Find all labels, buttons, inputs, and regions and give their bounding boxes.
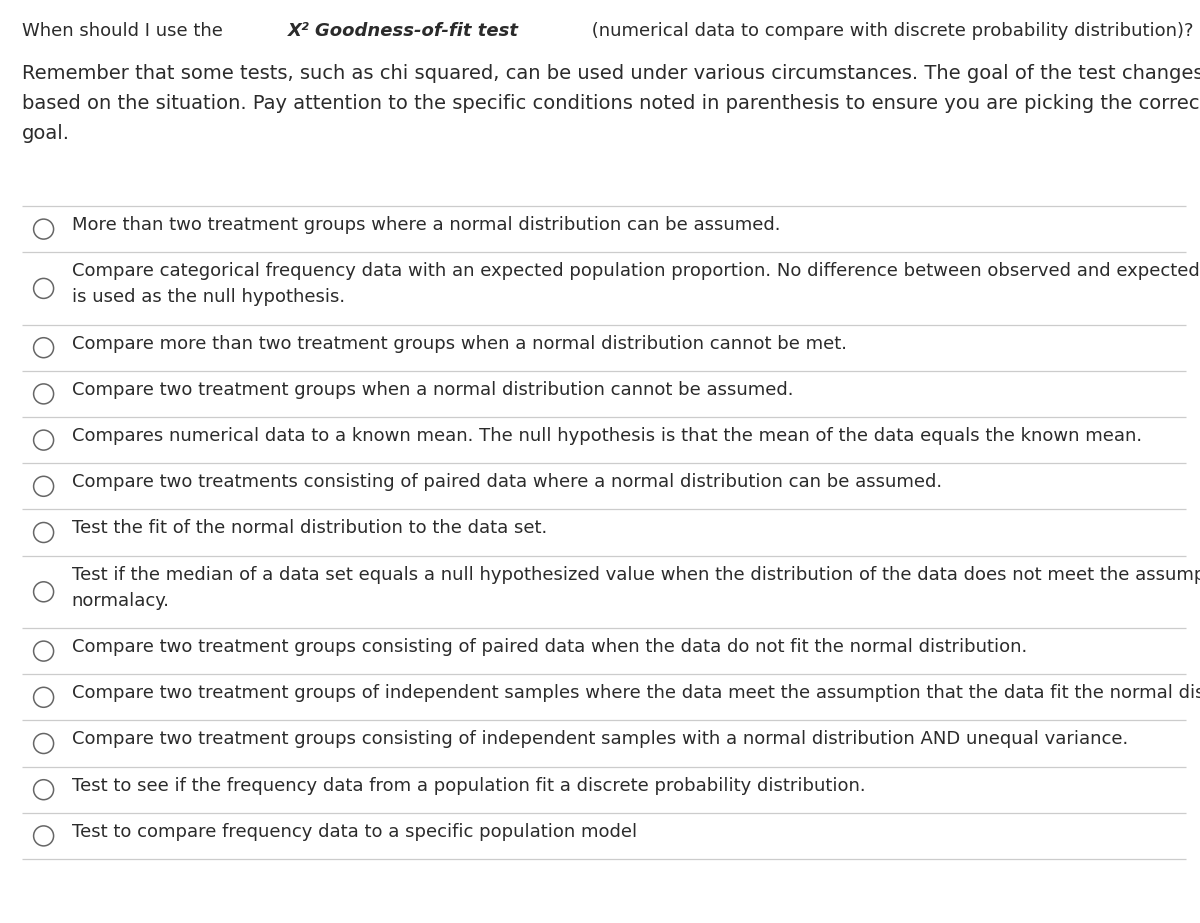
Text: Compare two treatment groups consisting of paired data when the data do not fit : Compare two treatment groups consisting … [72, 638, 1027, 656]
Text: Compare categorical frequency data with an expected population proportion. No di: Compare categorical frequency data with … [72, 262, 1200, 281]
Text: Test to see if the frequency data from a population fit a discrete probability d: Test to see if the frequency data from a… [72, 776, 865, 795]
Text: Remember that some tests, such as chi squared, can be used under various circums: Remember that some tests, such as chi sq… [22, 64, 1200, 83]
Text: Compare two treatments consisting of paired data where a normal distribution can: Compare two treatments consisting of pai… [72, 473, 942, 491]
Text: Compares numerical data to a known mean. The null hypothesis is that the mean of: Compares numerical data to a known mean.… [72, 427, 1141, 445]
Text: (numerical data to compare with discrete probability distribution)?: (numerical data to compare with discrete… [587, 22, 1194, 40]
Text: When should I use the: When should I use the [22, 22, 228, 40]
Text: Compare two treatment groups of independent samples where the data meet the assu: Compare two treatment groups of independ… [72, 684, 1200, 702]
Text: Test if the median of a data set equals a null hypothesized value when the distr: Test if the median of a data set equals … [72, 566, 1200, 583]
Text: normalacy.: normalacy. [72, 592, 169, 610]
Text: Test the fit of the normal distribution to the data set.: Test the fit of the normal distribution … [72, 520, 547, 537]
Text: More than two treatment groups where a normal distribution can be assumed.: More than two treatment groups where a n… [72, 216, 780, 234]
Text: goal.: goal. [22, 124, 70, 143]
Text: based on the situation. Pay attention to the specific conditions noted in parent: based on the situation. Pay attention to… [22, 94, 1200, 113]
Text: is used as the null hypothesis.: is used as the null hypothesis. [72, 288, 344, 306]
Text: X² Goodness-of-fit test: X² Goodness-of-fit test [288, 22, 520, 40]
Text: Compare more than two treatment groups when a normal distribution cannot be met.: Compare more than two treatment groups w… [72, 335, 847, 353]
Text: Compare two treatment groups when a normal distribution cannot be assumed.: Compare two treatment groups when a norm… [72, 381, 793, 399]
Text: Compare two treatment groups consisting of independent samples with a normal dis: Compare two treatment groups consisting … [72, 730, 1128, 749]
Text: Test to compare frequency data to a specific population model: Test to compare frequency data to a spec… [72, 822, 637, 841]
